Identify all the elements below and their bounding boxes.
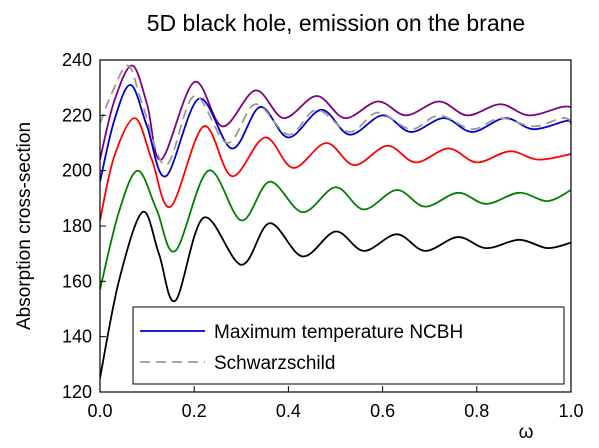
- y-tick-label: 240: [62, 50, 92, 70]
- x-tick-label: 0.2: [182, 401, 207, 421]
- chart-title: 5D black hole, emission on the brane: [147, 10, 525, 36]
- ticks-layer: 0.0 0.2 0.4 0.6 0.8 1.0 120 140 160 180 200 220 240: [62, 50, 584, 421]
- x-tick-label: 0.6: [370, 401, 395, 421]
- legend-label-2: Schwarzschild: [214, 353, 335, 374]
- legend-box: [132, 306, 565, 385]
- x-tick-label: 0.0: [87, 401, 112, 421]
- x-axis-label: ω: [519, 422, 534, 443]
- series-line-5: [100, 211, 571, 379]
- series-layer: [100, 64, 571, 379]
- x-tick-label: 0.8: [464, 401, 489, 421]
- y-tick-label: 220: [62, 105, 92, 125]
- series-line-0: [100, 64, 571, 161]
- series-line-4: [100, 169, 571, 290]
- y-tick-label: 140: [62, 327, 92, 347]
- x-tick-label: 0.4: [276, 401, 301, 421]
- y-tick-label: 120: [62, 382, 92, 402]
- x-tick-label: 1.0: [558, 401, 583, 421]
- y-axis-label: Absorption cross-section: [14, 122, 35, 330]
- y-tick-label: 200: [62, 161, 92, 181]
- series-line-1: [100, 84, 571, 182]
- y-tick-label: 180: [62, 216, 92, 236]
- y-tick-label: 160: [62, 271, 92, 291]
- series-line-3: [100, 117, 571, 221]
- legend-label-1: Maximum temperature NCBH: [214, 322, 463, 343]
- series-line-2: [100, 64, 571, 167]
- legend: Maximum temperature NCBH Schwarzschild: [132, 306, 565, 385]
